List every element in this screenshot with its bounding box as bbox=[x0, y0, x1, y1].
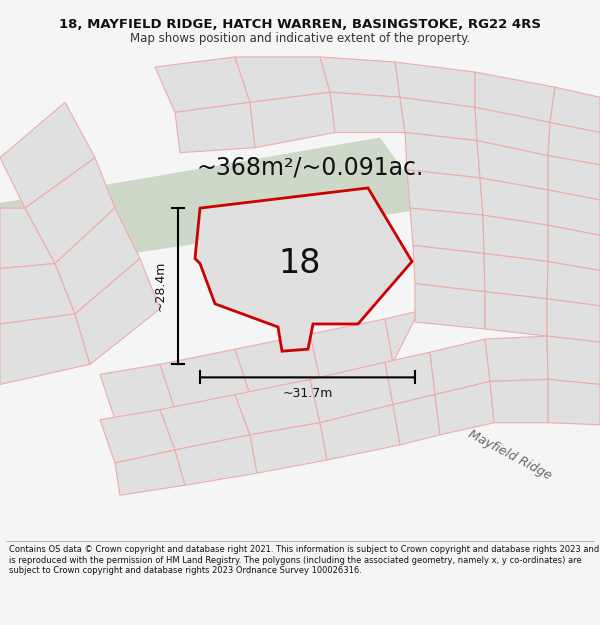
Text: Contains OS data © Crown copyright and database right 2021. This information is : Contains OS data © Crown copyright and d… bbox=[9, 546, 599, 575]
Polygon shape bbox=[310, 319, 393, 379]
Text: 18: 18 bbox=[279, 247, 321, 280]
Polygon shape bbox=[548, 156, 600, 200]
Polygon shape bbox=[484, 254, 548, 299]
Polygon shape bbox=[547, 299, 600, 342]
Polygon shape bbox=[310, 362, 393, 423]
Polygon shape bbox=[25, 158, 115, 264]
Polygon shape bbox=[235, 57, 330, 102]
Polygon shape bbox=[55, 208, 140, 314]
Text: ~31.7m: ~31.7m bbox=[283, 387, 332, 400]
Polygon shape bbox=[435, 381, 494, 435]
Polygon shape bbox=[0, 314, 90, 384]
Polygon shape bbox=[483, 215, 548, 261]
Polygon shape bbox=[0, 102, 95, 208]
Text: ~28.4m: ~28.4m bbox=[154, 261, 167, 311]
Polygon shape bbox=[548, 122, 600, 165]
Polygon shape bbox=[320, 57, 400, 98]
Polygon shape bbox=[250, 92, 335, 148]
Polygon shape bbox=[175, 435, 257, 485]
Polygon shape bbox=[235, 379, 320, 435]
Text: ~368m²/~0.091ac.: ~368m²/~0.091ac. bbox=[196, 156, 424, 180]
Polygon shape bbox=[100, 364, 175, 420]
Polygon shape bbox=[385, 312, 415, 362]
Polygon shape bbox=[75, 259, 160, 364]
Polygon shape bbox=[475, 72, 555, 122]
Polygon shape bbox=[395, 62, 475, 107]
Polygon shape bbox=[477, 141, 548, 190]
Polygon shape bbox=[235, 334, 320, 394]
Polygon shape bbox=[195, 188, 412, 351]
Polygon shape bbox=[485, 292, 547, 336]
Polygon shape bbox=[400, 98, 477, 141]
Polygon shape bbox=[320, 404, 400, 460]
Polygon shape bbox=[393, 394, 440, 445]
Polygon shape bbox=[385, 352, 435, 404]
Polygon shape bbox=[548, 379, 600, 425]
Polygon shape bbox=[547, 336, 600, 384]
Polygon shape bbox=[548, 190, 600, 235]
Polygon shape bbox=[175, 102, 255, 152]
Polygon shape bbox=[480, 178, 548, 225]
Polygon shape bbox=[160, 349, 250, 409]
Polygon shape bbox=[0, 264, 75, 324]
Polygon shape bbox=[405, 132, 480, 178]
Polygon shape bbox=[485, 336, 548, 381]
Polygon shape bbox=[548, 225, 600, 271]
Text: Mayfield Ridge: Mayfield Ridge bbox=[466, 428, 554, 483]
Polygon shape bbox=[410, 208, 484, 254]
Polygon shape bbox=[250, 422, 327, 473]
Polygon shape bbox=[430, 339, 490, 394]
Polygon shape bbox=[550, 87, 600, 132]
Polygon shape bbox=[0, 208, 55, 269]
Polygon shape bbox=[413, 246, 485, 292]
Polygon shape bbox=[475, 107, 550, 156]
Polygon shape bbox=[330, 92, 405, 132]
Text: Map shows position and indicative extent of the property.: Map shows position and indicative extent… bbox=[130, 32, 470, 45]
Polygon shape bbox=[415, 284, 485, 329]
Polygon shape bbox=[100, 409, 175, 463]
Polygon shape bbox=[407, 170, 483, 215]
Polygon shape bbox=[160, 394, 250, 450]
Polygon shape bbox=[490, 379, 548, 423]
Text: 18, MAYFIELD RIDGE, HATCH WARREN, BASINGSTOKE, RG22 4RS: 18, MAYFIELD RIDGE, HATCH WARREN, BASING… bbox=[59, 19, 541, 31]
Polygon shape bbox=[0, 138, 430, 274]
Polygon shape bbox=[115, 450, 185, 495]
Polygon shape bbox=[547, 261, 600, 306]
Polygon shape bbox=[155, 57, 250, 112]
